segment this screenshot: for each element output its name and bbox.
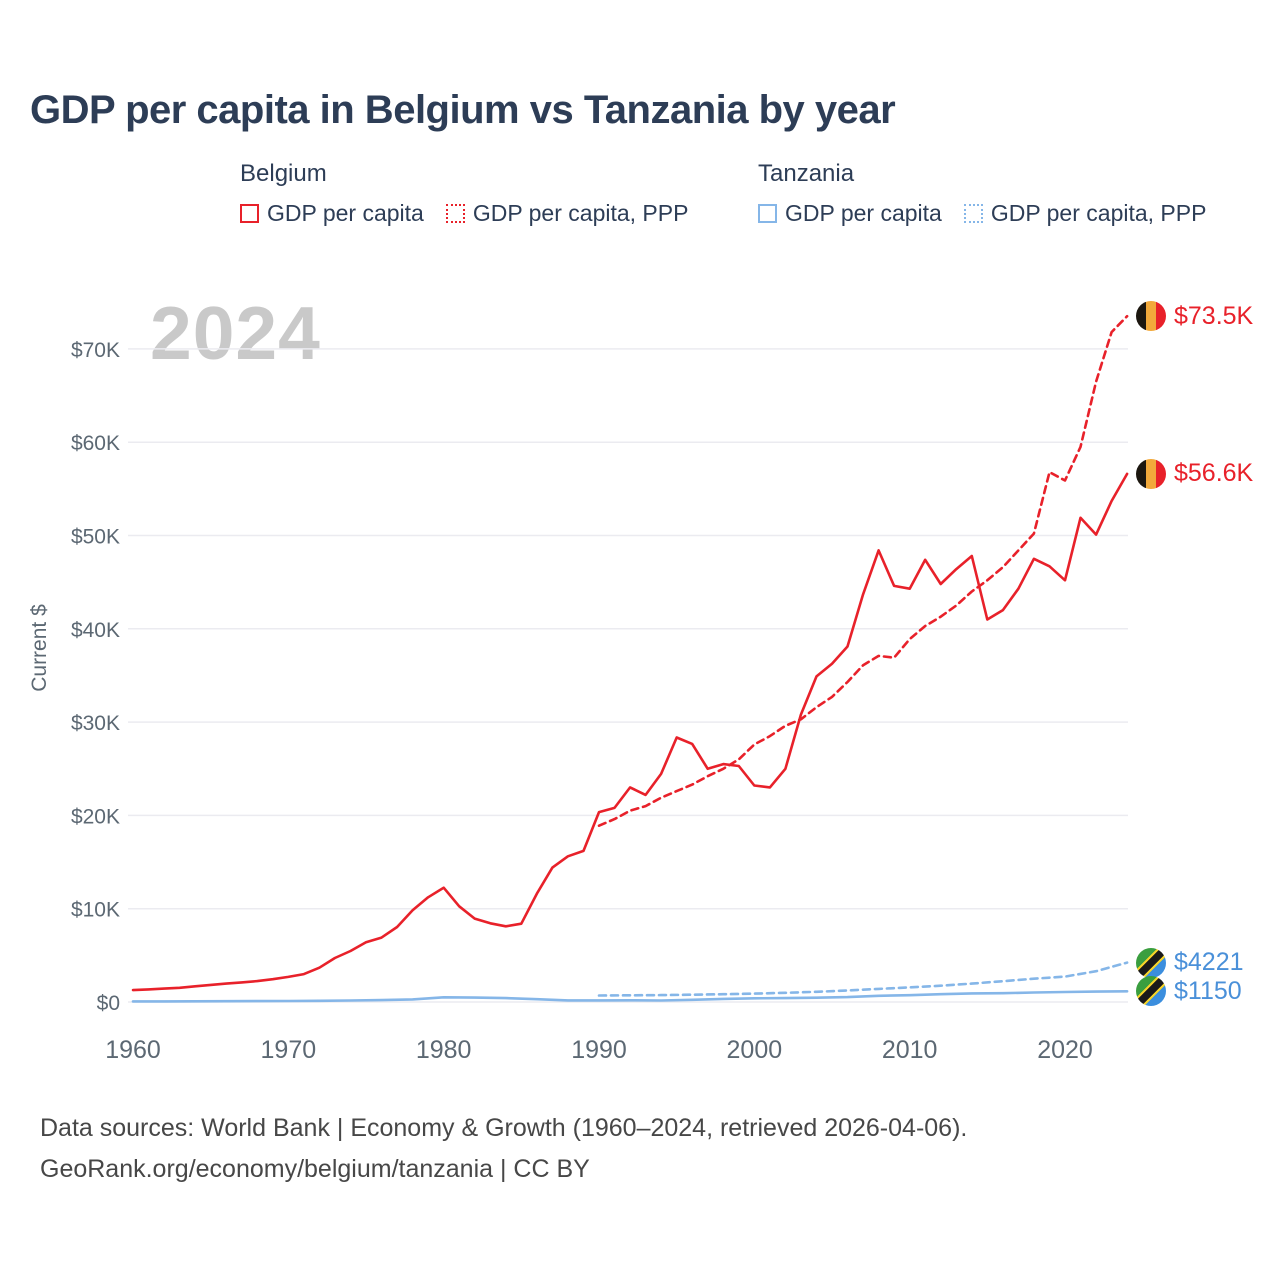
footer: Data sources: World Bank | Economy & Gro… [40, 1108, 967, 1189]
x-axis-tick-label: 2020 [1037, 1036, 1093, 1064]
end-label-tanzania-ppp: $4221 [1136, 947, 1244, 979]
legend-item-label: GDP per capita, PPP [990, 200, 1207, 226]
end-label-value: $56.6K [1174, 459, 1254, 488]
x-axis-tick-label: 2000 [727, 1036, 783, 1064]
end-label-belgium-gdp: $56.6K [1136, 458, 1253, 490]
x-axis-tick-label: 1980 [416, 1036, 472, 1064]
tanzania-flag-icon [1136, 947, 1166, 978]
legend-item-belgium-gdp-ppp: GDP per capita, PPP [445, 200, 689, 227]
footer-attribution-line: GeoRank.org/economy/belgium/tanzania | C… [40, 1154, 590, 1183]
y-axis-tick-label: $70K [71, 339, 120, 362]
y-axis-tick-label: $30K [71, 712, 120, 735]
series-line-belgium-gdp-per-capita [131, 472, 1129, 992]
series-line-belgium-gdp-per-capita-ppp [597, 314, 1129, 827]
legend-group-tanzania: Tanzania GDP per capita GDP per capita, … [758, 160, 1206, 227]
legend-item-tanzania-gdp: GDP per capita [758, 200, 942, 227]
y-axis-tick-label: $50K [71, 526, 120, 549]
series-line-tanzania-gdp-per-capita-ppp [597, 961, 1129, 997]
end-label-belgium-ppp: $73.5K [1136, 300, 1253, 332]
x-axis-tick-label: 1990 [571, 1036, 627, 1064]
x-axis-tick-label: 1970 [261, 1036, 317, 1064]
x-axis-tick-label: 1960 [105, 1036, 161, 1064]
y-axis-tick-label: $0 [97, 992, 120, 1015]
legend-swatch-solid-red-icon [240, 204, 259, 223]
y-axis-tick-label: $20K [71, 805, 120, 828]
y-axis-tick-label: $40K [71, 619, 120, 642]
end-label-value: $1150 [1174, 976, 1242, 1005]
y-axis-tick-label: $10K [71, 899, 120, 922]
legend-item-belgium-gdp: GDP per capita [240, 200, 424, 227]
end-label-value: $73.5K [1174, 301, 1254, 330]
legend-item-label: GDP per capita [267, 200, 424, 226]
legend-country-tanzania: Tanzania [758, 160, 855, 187]
legend-item-label: GDP per capita, PPP [472, 200, 689, 226]
belgium-flag-icon [1136, 301, 1166, 332]
legend-item-label: GDP per capita [785, 200, 942, 226]
legend-swatch-solid-blue-icon [758, 204, 777, 223]
legend-swatch-dotted-blue-icon [963, 204, 983, 223]
end-label-tanzania-gdp: $1150 [1136, 975, 1242, 1007]
legend-items-tanzania: GDP per capita GDP per capita, PPP [758, 200, 1206, 227]
footer-sources-line: Data sources: World Bank | Economy & Gro… [40, 1114, 968, 1142]
belgium-flag-icon [1136, 458, 1166, 489]
watermark-year: 2024 [150, 291, 321, 375]
end-label-value: $4221 [1174, 948, 1244, 977]
legend-items-belgium: GDP per capita GDP per capita, PPP [240, 200, 688, 227]
page-title: GDP per capita in Belgium vs Tanzania by… [30, 88, 896, 132]
legend-swatch-dotted-red-icon [445, 204, 465, 223]
y-axis-label: Current $ [28, 604, 51, 692]
legend-group-belgium: Belgium GDP per capita GDP per capita, P… [240, 160, 688, 227]
tanzania-flag-icon [1136, 976, 1166, 1007]
legend-item-tanzania-gdp-ppp: GDP per capita, PPP [963, 200, 1207, 227]
x-axis-tick-label: 2010 [882, 1036, 938, 1064]
legend-country-belgium: Belgium [240, 160, 327, 187]
y-axis-tick-label: $60K [71, 432, 120, 455]
series-line-tanzania-gdp-per-capita [131, 990, 1129, 1003]
